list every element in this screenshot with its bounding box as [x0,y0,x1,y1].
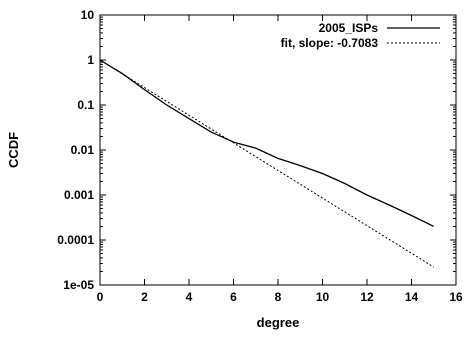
x-tick-label: 16 [449,290,463,304]
y-tick-label: 0.01 [71,143,95,157]
x-tick-label: 14 [405,290,419,304]
y-axis-label: CCDF [6,132,21,168]
y-tick-label: 1e-05 [63,278,94,292]
y-tick-label: 0.1 [77,98,94,112]
y-tick-label: 1 [87,53,94,67]
series-line-fit [99,59,435,268]
x-tick-label: 6 [230,290,237,304]
plot-frame [99,14,457,286]
y-tick-label: 10 [81,8,95,22]
x-tick-label: 8 [275,290,282,304]
legend-label-fit: fit, slope: -0.7083 [281,36,379,50]
x-axis-ticks: 0 2 4 6 8 10 12 14 16 [97,15,463,304]
legend-label-2005-isps: 2005_ISPs [319,21,379,35]
y-axis-ticks: 1e-05 0.0001 0.001 0.01 0.1 1 10 [57,8,456,292]
series-line-2005-isps [99,59,435,228]
series-layer [99,59,435,268]
x-axis-label: degree [257,315,300,330]
x-tick-label: 12 [360,290,374,304]
y-tick-label: 0.001 [64,188,94,202]
legend: 2005_ISPs fit, slope: -0.7083 [281,21,440,50]
y-tick-label: 0.0001 [57,233,94,247]
x-tick-label: 10 [316,290,330,304]
x-tick-label: 4 [186,290,193,304]
x-tick-label: 0 [97,290,104,304]
x-tick-label: 2 [141,290,148,304]
